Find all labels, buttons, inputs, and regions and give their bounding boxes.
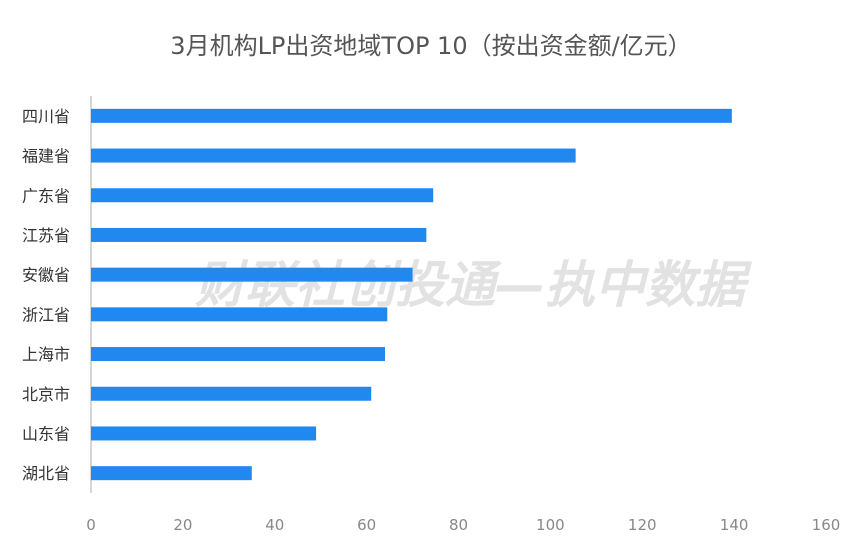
bar [91,466,252,481]
category-label: 浙江省 [22,305,70,324]
x-tick-label: 40 [265,516,284,534]
x-tick-labels: 0 20 40 60 80 100 120 140 160 [86,516,840,534]
x-tick-label: 120 [628,516,657,534]
category-label: 江苏省 [22,226,70,245]
bar [91,386,372,401]
x-tick-label: 60 [357,516,376,534]
category-label: 北京市 [22,385,70,404]
category-label: 安徽省 [22,266,70,285]
category-label: 四川省 [22,107,70,126]
x-tick-label: 100 [536,516,565,534]
bar [91,188,434,203]
bar [91,148,576,163]
category-label: 山东省 [22,424,70,443]
x-tick-label: 80 [449,516,468,534]
category-label: 上海市 [22,345,70,364]
bar [91,426,317,441]
category-label: 广东省 [22,186,70,205]
bar [91,307,388,322]
x-tick-label: 140 [720,516,749,534]
bars [91,108,732,481]
x-tick-label: 160 [812,516,841,534]
watermark-text: 财联社创投通—执中数据 [195,256,753,314]
chart-title: 3月机构LP出资地域TOP 10（按出资金额/亿元） [170,32,692,60]
category-label: 福建省 [22,147,70,166]
bar [91,267,413,282]
x-tick-label: 0 [86,516,96,534]
bar [91,108,732,123]
x-tick-label: 20 [173,516,192,534]
watermark: 财联社创投通—执中数据 [195,256,753,314]
category-label: 湖北省 [22,464,70,483]
bar [91,227,427,242]
bar [91,347,385,362]
